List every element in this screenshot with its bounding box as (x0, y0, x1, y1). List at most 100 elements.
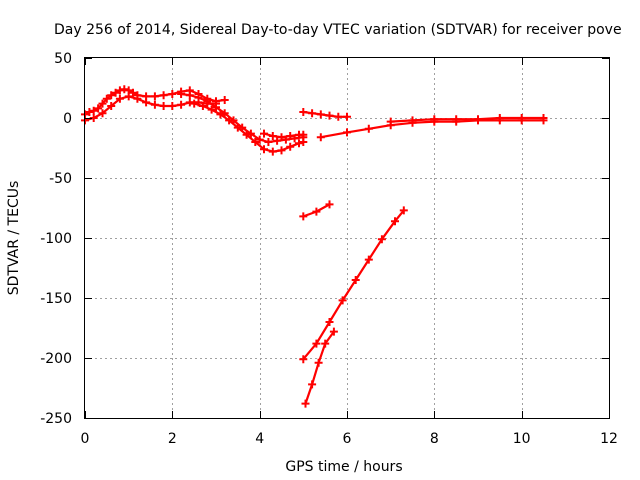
x-axis-label: GPS time / hours (285, 459, 402, 475)
data-point (203, 97, 212, 106)
data-point (264, 138, 273, 146)
data-point (295, 139, 303, 148)
data-point (190, 99, 199, 108)
data-point (115, 86, 124, 95)
data-point (150, 92, 159, 101)
data-point (299, 355, 308, 364)
data-point (277, 146, 286, 155)
axis-ticks (85, 58, 610, 419)
data-point (233, 123, 242, 132)
data-point (299, 212, 308, 221)
data-point (129, 88, 137, 97)
data-point (325, 111, 334, 120)
x-tick-label: 10 (513, 431, 531, 447)
data-point (111, 88, 120, 97)
data-point (377, 235, 386, 244)
data-point (452, 115, 461, 124)
data-point (299, 130, 308, 139)
data-point (286, 132, 295, 140)
y-tick-label: -200 (40, 351, 72, 367)
data-point (286, 142, 295, 151)
data-point (115, 94, 124, 103)
data-point (351, 276, 360, 284)
data-point (277, 133, 286, 142)
data-point (124, 92, 133, 101)
data-point (539, 114, 548, 122)
x-tick-label: 4 (255, 431, 264, 447)
data-point (225, 116, 234, 125)
data-point (142, 98, 151, 107)
y-axis-label: SDTVAR / TECUs (6, 181, 22, 296)
data-point (399, 206, 408, 215)
data-point (495, 114, 504, 122)
data-point (364, 124, 373, 133)
data-point (517, 114, 526, 122)
data-point (334, 112, 343, 121)
data-point (408, 116, 417, 125)
data-point (242, 130, 251, 139)
x-tick-label: 12 (600, 431, 618, 447)
data-point (268, 132, 277, 140)
data-point (386, 117, 395, 126)
data-point (308, 109, 317, 118)
data-point (273, 136, 282, 145)
data-point (325, 200, 334, 209)
data-point (150, 100, 159, 109)
data-point (168, 102, 177, 110)
data-point (260, 145, 268, 154)
data-point (338, 296, 347, 305)
data-point (316, 133, 325, 142)
data-point (312, 207, 321, 216)
data-point (364, 255, 373, 264)
y-tick-label: 0 (63, 111, 72, 127)
data-point (312, 339, 321, 348)
data-point (198, 102, 207, 110)
data-point (314, 358, 323, 367)
data-point (299, 138, 308, 146)
data-point (133, 94, 142, 103)
data-point (321, 339, 330, 348)
data-point (301, 399, 310, 408)
data-point (474, 115, 482, 124)
y-tick-label: -100 (40, 231, 72, 247)
data-point (343, 128, 351, 137)
data-point (98, 109, 107, 118)
chart-title: Day 256 of 2014, Sidereal Day-to-day VTE… (54, 22, 622, 38)
data-point (308, 380, 317, 389)
data-point (260, 129, 268, 138)
data-point (430, 115, 439, 124)
data-point (255, 135, 264, 144)
data-point (325, 318, 334, 326)
data-point (102, 94, 111, 103)
y-tick-label: -250 (40, 411, 72, 427)
data-point (268, 147, 277, 156)
data-point (120, 85, 129, 94)
data-point (177, 100, 186, 109)
data-point (194, 93, 203, 102)
y-tick-labels: 50 0 -50 -100 -150 -200 -250 (40, 51, 72, 427)
x-tick-label: 2 (168, 431, 177, 447)
data-point (220, 96, 229, 104)
data-point (343, 112, 351, 121)
data-point (251, 138, 260, 146)
data-point (159, 102, 168, 110)
x-tick-label: 0 (81, 431, 90, 447)
data-point (246, 129, 255, 138)
data-point (216, 110, 225, 119)
plot-frame (84, 57, 610, 419)
data-point (185, 98, 194, 107)
data-point (159, 91, 168, 100)
data-series (81, 85, 548, 408)
data-point (94, 104, 103, 113)
data-point (107, 91, 116, 100)
data-point (89, 106, 98, 115)
data-point (98, 99, 107, 108)
data-point (299, 108, 308, 116)
y-tick-label: -50 (49, 171, 72, 187)
y-tick-label: -150 (40, 291, 72, 307)
data-point (212, 103, 220, 112)
data-point (207, 105, 216, 114)
x-tick-label: 8 (430, 431, 439, 447)
